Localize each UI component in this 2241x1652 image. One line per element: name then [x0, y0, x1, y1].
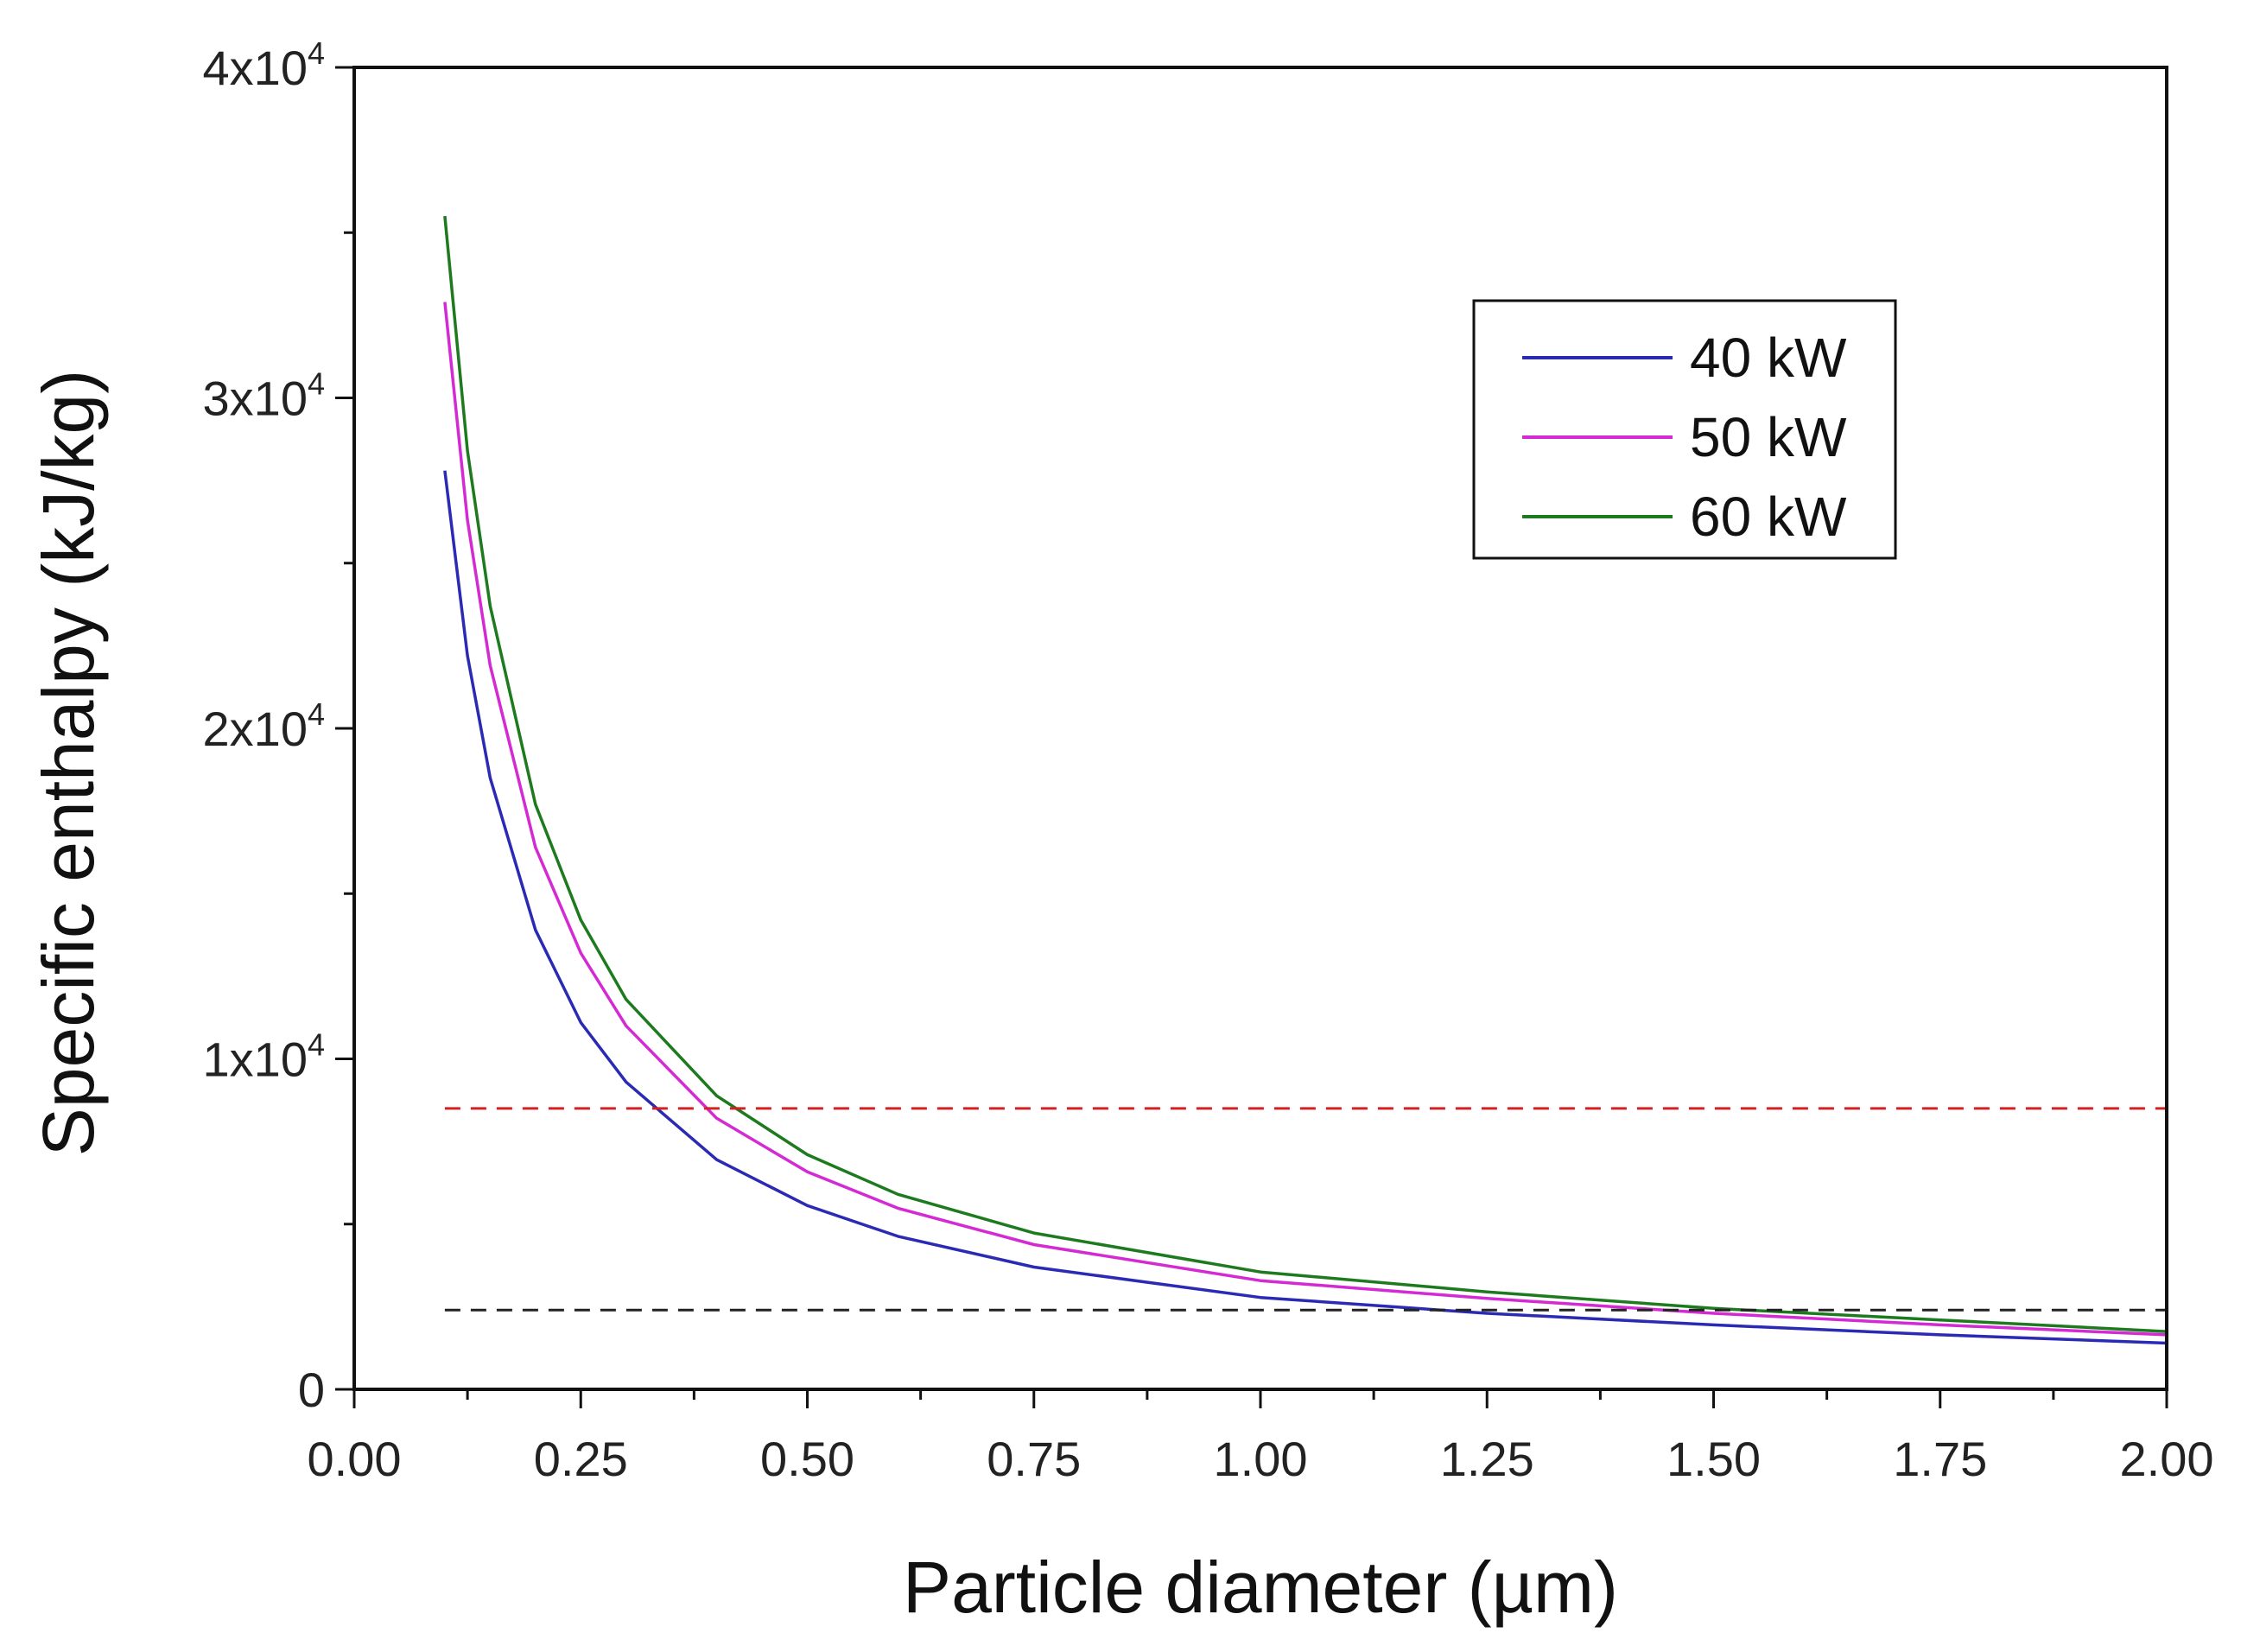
- y-tick-label: 1x104: [203, 1027, 325, 1087]
- y-tick-base: 2x10: [203, 702, 308, 756]
- x-tick-label: 1.00: [1214, 1432, 1308, 1486]
- y-tick-base: 3x10: [203, 372, 308, 426]
- x-tick-label: 0.25: [534, 1432, 628, 1486]
- series-line-50-kw: [443, 302, 2168, 1337]
- plot-lines: [443, 215, 2168, 1345]
- x-tick-label: 0.75: [987, 1432, 1081, 1486]
- series-line-60-kw: [443, 215, 2168, 1333]
- legend-label: 50 kW: [1690, 406, 1847, 468]
- y-axis-label: Specific enthalpy (kJ/kg): [28, 370, 109, 1156]
- y-tick-label: 0: [298, 1363, 325, 1417]
- legend-label: 60 kW: [1690, 486, 1847, 548]
- y-tick-label: 2x104: [203, 696, 325, 756]
- y-tick-base: 4x10: [203, 41, 308, 95]
- x-tick-label: 2.00: [2120, 1432, 2214, 1486]
- series-line-40-kw: [443, 470, 2168, 1345]
- y-tick-exponent: 4: [308, 35, 325, 71]
- legend-label: 40 kW: [1690, 327, 1847, 389]
- x-tick-label: 0.00: [308, 1432, 402, 1486]
- legend: 40 kW 50 kW 60 kW: [1472, 299, 1897, 560]
- y-tick-base: 0: [298, 1363, 325, 1417]
- y-tick-exponent: 4: [308, 1027, 325, 1063]
- x-axis-label: Particle diameter (µm): [903, 1547, 1618, 1628]
- y-tick-label: 4x104: [203, 35, 325, 95]
- x-tick-label: 0.50: [760, 1432, 854, 1486]
- y-tick-exponent: 4: [308, 696, 325, 732]
- x-axis-ticks: 0.00 0.25 0.50 0.75 1.00 1.25 1.50 1.75 2.00: [308, 1389, 2214, 1486]
- x-tick-label: 1.25: [1440, 1432, 1534, 1486]
- x-tick-label: 1.75: [1893, 1432, 1987, 1486]
- y-tick-label: 3x104: [203, 366, 325, 426]
- y-tick-base: 1x10: [203, 1032, 308, 1087]
- y-tick-exponent: 4: [308, 366, 325, 402]
- x-tick-label: 1.50: [1666, 1432, 1761, 1486]
